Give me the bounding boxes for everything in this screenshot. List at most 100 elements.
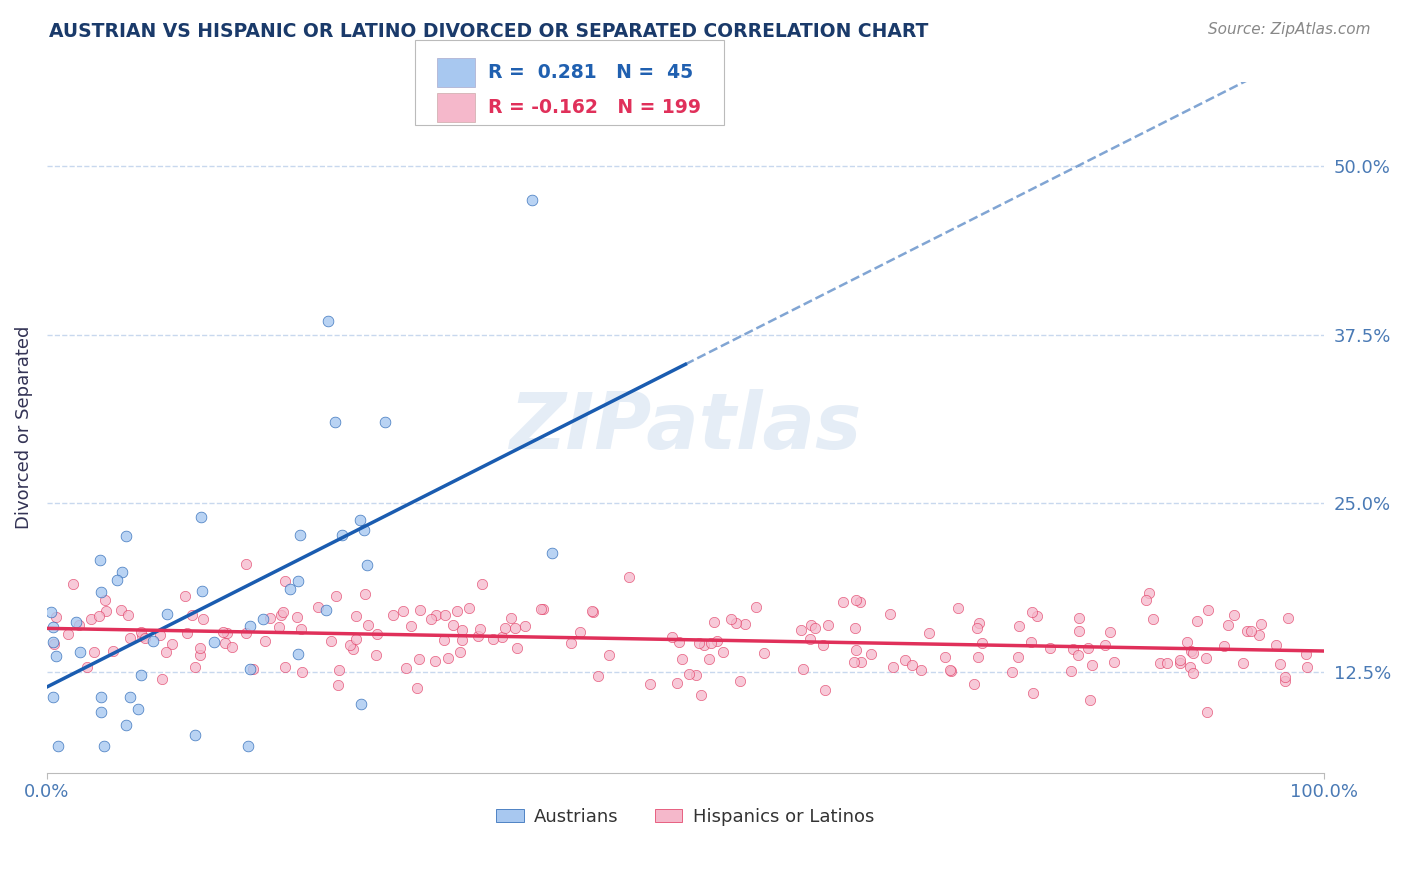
Point [290,622,312,636]
Point [42,635,65,649]
Point [1236,624,1258,638]
Point [1007,650,1029,665]
Point [357,618,380,632]
Point [1247,628,1270,642]
Point [1069,624,1091,639]
Point [970,636,993,650]
Point [129,668,152,682]
Point [353,523,375,537]
Point [350,697,373,711]
Point [184,660,207,674]
Point [285,609,308,624]
Point [494,621,516,635]
Point [83,645,105,659]
Point [349,513,371,527]
Point [42,637,65,651]
Point [1137,586,1160,600]
Point [1168,653,1191,667]
Point [441,617,464,632]
Point [619,570,641,584]
Point [328,663,350,677]
Point [406,681,429,695]
Point [879,607,901,622]
Point [1080,693,1102,707]
Point [270,607,292,622]
Point [451,623,474,637]
Point [844,655,866,669]
Point [326,677,349,691]
Point [253,633,276,648]
Point [568,624,591,639]
Point [131,629,153,643]
Text: R = -0.162   N = 199: R = -0.162 N = 199 [488,98,700,117]
Point [425,607,447,622]
Point [688,635,710,649]
Point [703,615,725,629]
Point [1008,619,1031,633]
Point [671,652,693,666]
Point [848,595,870,609]
Point [817,618,839,632]
Point [267,620,290,634]
Point [1102,655,1125,669]
Point [69,645,91,659]
Point [966,649,988,664]
Point [114,718,136,732]
Point [155,645,177,659]
Point [1025,609,1047,624]
Point [252,612,274,626]
Point [790,623,813,637]
Point [685,668,707,682]
Point [176,626,198,640]
Point [668,634,690,648]
Point [1077,641,1099,656]
Text: ZIPatlas: ZIPatlas [509,389,862,466]
Point [160,637,183,651]
Point [1175,635,1198,649]
Point [1216,617,1239,632]
Point [287,647,309,661]
Point [844,621,866,635]
Point [408,651,430,665]
Point [724,615,747,630]
Point [399,619,422,633]
Point [792,662,814,676]
Point [62,577,84,591]
Point [1277,611,1299,625]
Text: AUSTRIAN VS HISPANIC OR LATINO DIVORCED OR SEPARATED CORRELATION CHART: AUSTRIAN VS HISPANIC OR LATINO DIVORCED … [49,22,928,41]
Point [1185,614,1208,628]
Point [1062,641,1084,656]
Point [342,642,364,657]
Point [117,608,139,623]
Point [1250,616,1272,631]
Point [101,644,124,658]
Point [1021,634,1043,648]
Point [278,582,301,596]
Point [894,653,917,667]
Point [468,622,491,636]
Point [1178,659,1201,673]
Point [437,651,460,665]
Point [849,655,872,669]
Point [291,665,314,679]
Point [1181,646,1204,660]
Point [720,612,742,626]
Point [425,654,447,668]
Point [242,662,264,676]
Point [967,616,990,631]
Point [1274,670,1296,684]
Point [90,585,112,599]
Point [1195,651,1218,665]
Point [831,595,853,609]
Point [581,605,603,619]
Point [156,607,179,622]
Point [458,600,481,615]
Point [1232,657,1254,671]
Point [799,632,821,646]
Point [728,674,751,689]
Point [191,612,214,626]
Point [190,509,212,524]
Point [845,643,868,657]
Text: Source: ZipAtlas.com: Source: ZipAtlas.com [1208,22,1371,37]
Point [239,619,262,633]
